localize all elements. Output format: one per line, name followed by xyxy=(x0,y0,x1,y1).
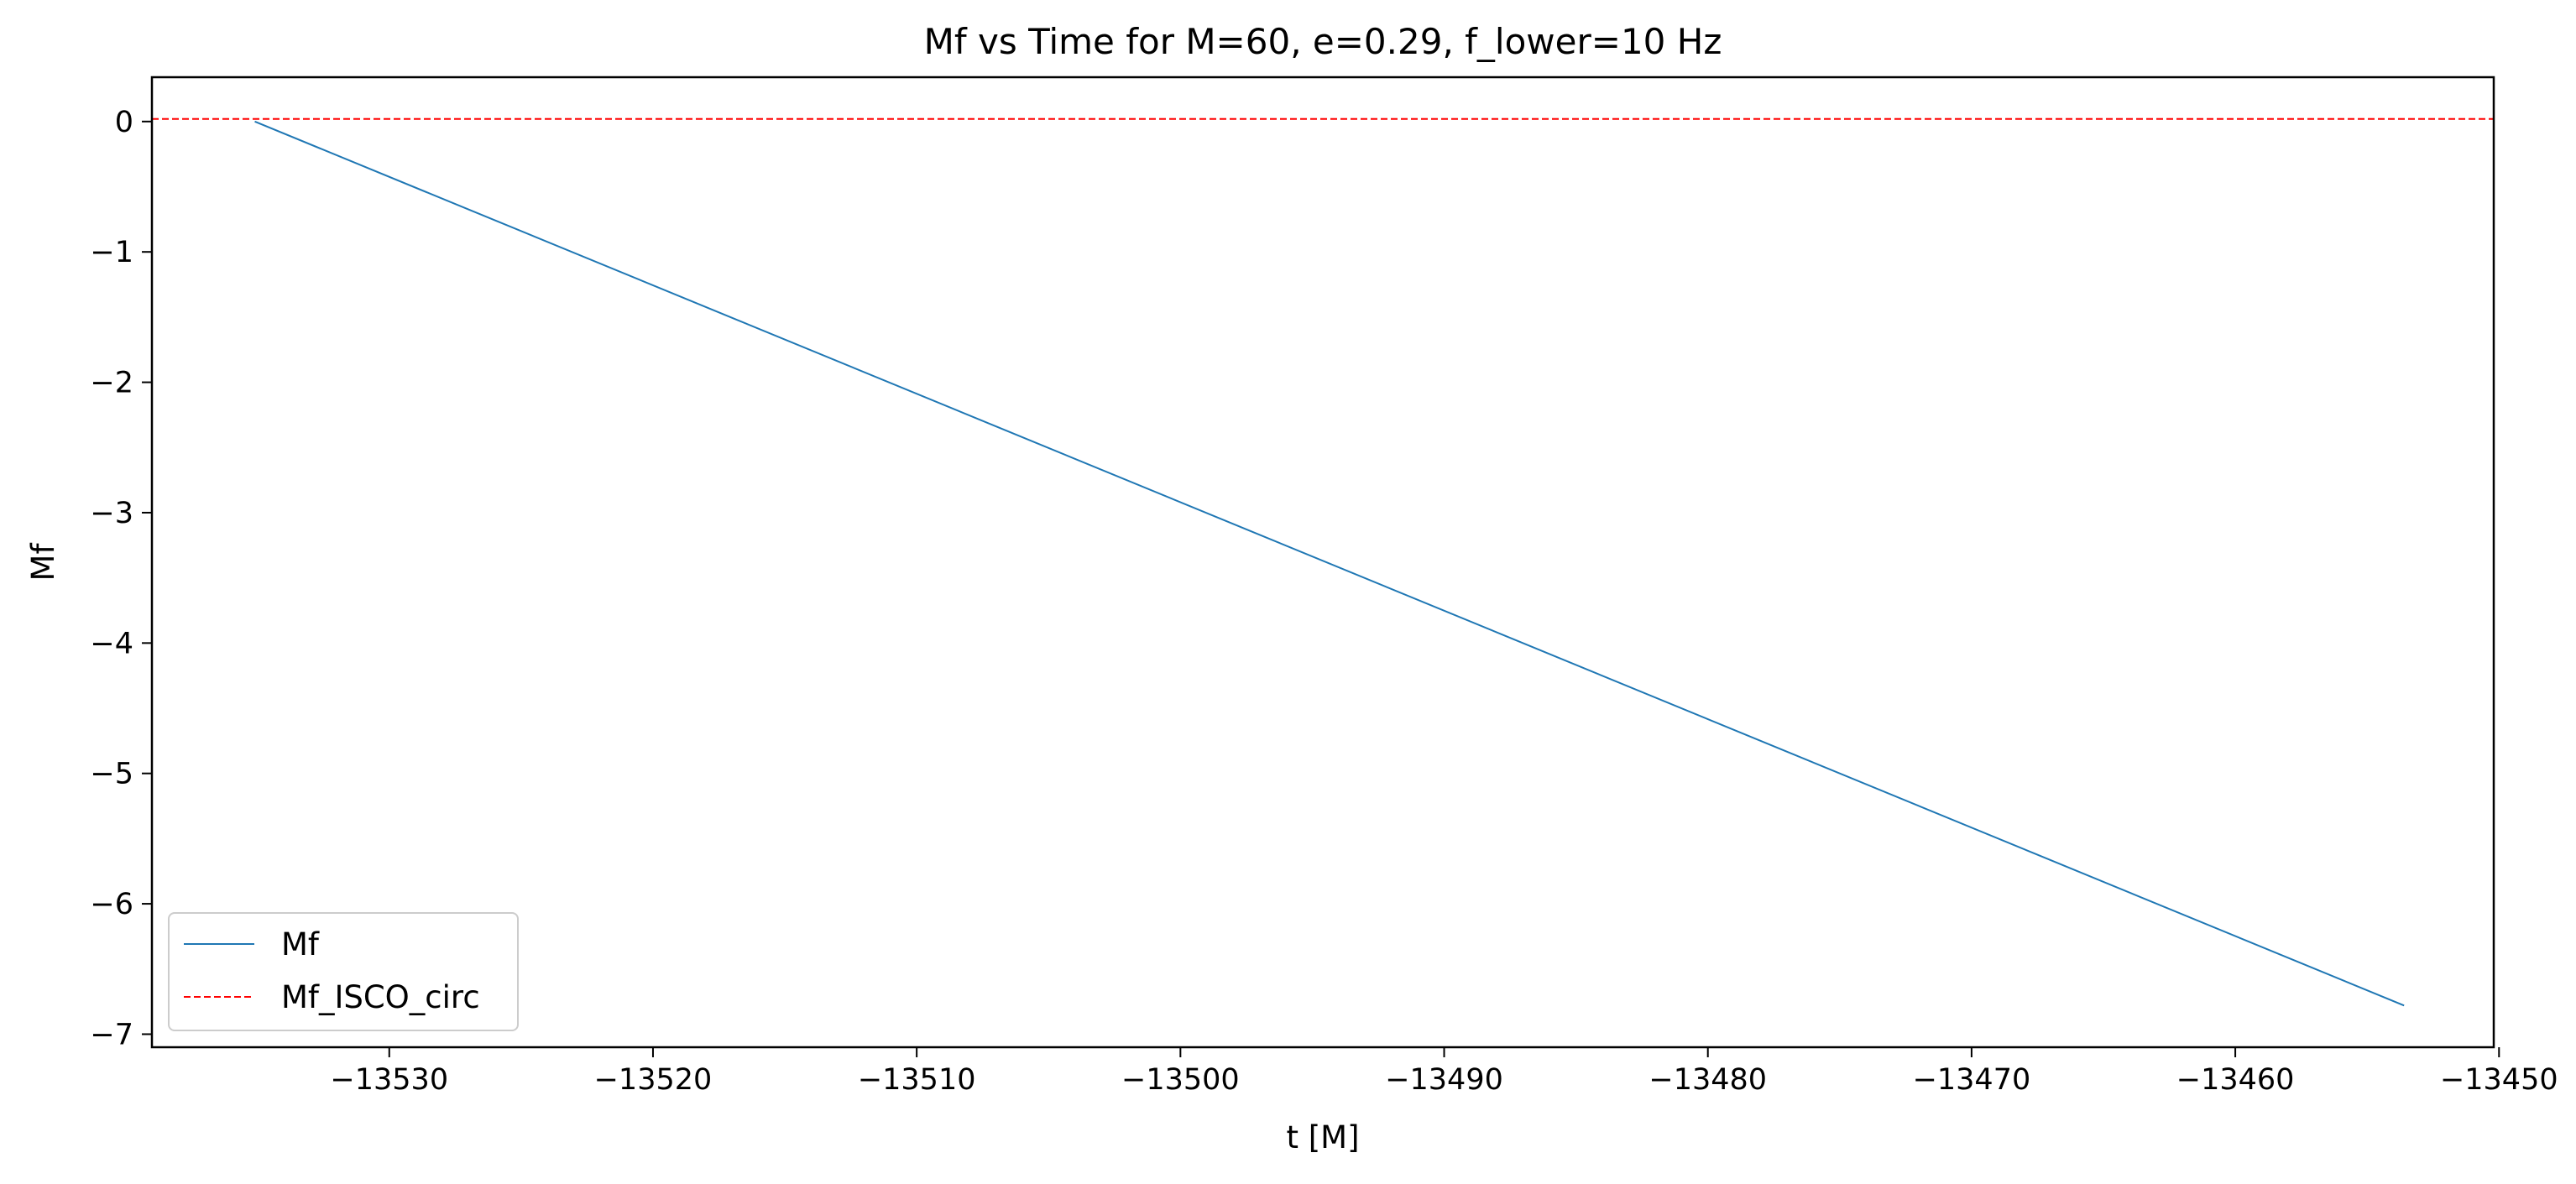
y-tick-label: 0 xyxy=(115,106,133,139)
y-axis-label: Mf xyxy=(25,543,61,582)
ticks: −13530 −13520 −13510 −13500 −13490 −13480 −134… xyxy=(90,106,2558,1097)
x-tick-label: −13460 xyxy=(2176,1063,2295,1097)
x-tick-label: −13510 xyxy=(858,1063,976,1097)
x-tick-label: −13490 xyxy=(1385,1063,1503,1097)
y-tick-label: −7 xyxy=(90,1018,133,1051)
y-tick-label: −2 xyxy=(90,367,133,400)
series-line-mf xyxy=(254,120,2405,1007)
y-tick-label: −3 xyxy=(90,497,133,530)
chart-title: Mf vs Time for M=60, e=0.29, f_lower=10 … xyxy=(924,21,1722,62)
y-tick-label: −1 xyxy=(90,236,133,269)
x-tick-label: −13520 xyxy=(594,1063,713,1097)
legend-box xyxy=(168,912,519,1031)
x-tick-label: −13450 xyxy=(2440,1063,2558,1097)
y-tick-label: −6 xyxy=(90,888,133,921)
y-tick-label: −4 xyxy=(90,627,133,660)
legend-label: Mf xyxy=(281,926,320,962)
x-tick-label: −13530 xyxy=(330,1063,448,1097)
x-tick-label: −13470 xyxy=(1913,1063,2031,1097)
series-layer xyxy=(152,117,2494,1007)
y-tick-label: −5 xyxy=(90,758,133,791)
legend: Mf Mf_ISCO_circ xyxy=(168,912,519,1031)
legend-label: Mf_ISCO_circ xyxy=(281,979,480,1015)
plot-frame xyxy=(150,76,2495,1049)
x-tick-label: −13500 xyxy=(1121,1063,1240,1097)
x-axis-label: t [M] xyxy=(1286,1119,1359,1155)
x-tick-label: −13480 xyxy=(1649,1063,1767,1097)
